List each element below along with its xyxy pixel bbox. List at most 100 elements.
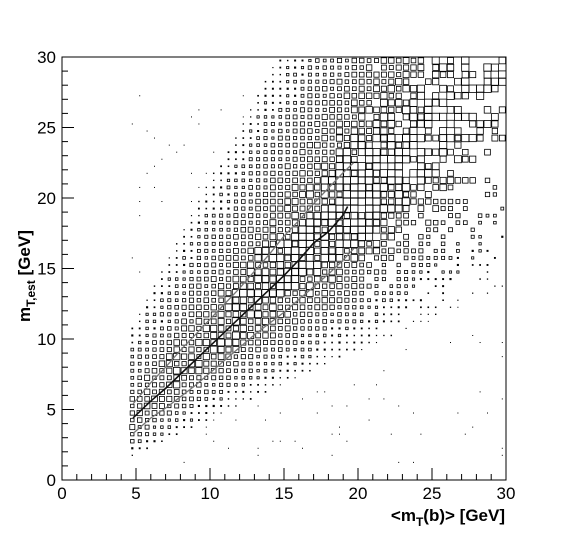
histogram-box [446,176,455,185]
histogram-box [300,347,305,352]
histogram-box [145,347,149,352]
histogram-box [292,312,298,317]
histogram-box [256,115,260,119]
histogram-box [269,275,277,283]
histogram-box [329,240,336,247]
histogram-box [160,298,164,302]
histogram-box [381,226,387,233]
histogram-box [175,277,179,281]
histogram-box [248,234,254,240]
histogram-box [455,213,461,219]
histogram-box [168,433,171,436]
histogram-box [447,184,454,191]
histogram-box [189,290,194,296]
histogram-box [292,164,298,169]
histogram-box [210,318,217,325]
histogram-box [191,201,192,203]
histogram-box [255,227,261,233]
histogram-box [204,248,209,253]
histogram-box [322,142,328,148]
histogram-box [168,144,170,146]
histogram-box [307,107,313,113]
histogram-box [365,106,373,114]
histogram-box [138,320,141,323]
histogram-box [381,262,386,268]
histogram-box [321,226,328,233]
histogram-box [241,192,246,197]
histogram-box [335,134,344,142]
histogram-box [183,235,185,238]
histogram-box [315,340,320,345]
histogram-box [359,298,364,303]
histogram-box [396,72,402,78]
histogram-box [277,318,284,325]
histogram-box [254,254,262,262]
histogram-box [484,148,491,156]
histogram-box [249,129,253,133]
histogram-box [420,313,422,315]
histogram-box [380,233,388,241]
histogram-box [158,388,165,395]
histogram-box [232,261,239,268]
histogram-box [351,65,357,71]
histogram-box [314,121,321,127]
histogram-box [212,186,215,189]
histogram-box [402,85,410,93]
histogram-box [232,303,240,312]
histogram-box [137,432,142,437]
histogram-box [211,262,217,268]
histogram-box [263,213,268,218]
histogram-box [315,319,320,324]
histogram-box [462,199,468,204]
histogram-box [321,128,328,135]
histogram-box [153,327,156,330]
histogram-box [158,396,165,402]
histogram-box [189,242,194,246]
histogram-box [352,319,357,324]
histogram-box [241,368,246,373]
histogram-box [300,340,305,345]
histogram-box [219,263,223,267]
histogram-box [396,284,401,289]
histogram-box [365,64,373,71]
histogram-box [242,158,245,161]
histogram-box [262,191,269,198]
histogram-box [263,340,268,346]
histogram-box [138,447,141,450]
histogram-box [261,268,270,276]
histogram-box [472,334,474,336]
histogram-box [195,338,203,347]
histogram-box [220,165,222,168]
histogram-box [167,425,172,429]
histogram-box [307,311,313,317]
histogram-box [204,256,208,260]
histogram-box [285,107,290,112]
histogram-box [292,191,298,198]
x-axis-title-main: <m [391,506,416,525]
histogram-box [398,405,400,407]
histogram-box [285,135,291,141]
histogram-box [307,79,312,84]
histogram-box [364,169,374,178]
histogram-box [137,439,142,444]
histogram-box [322,58,327,63]
histogram-box [395,219,402,226]
histogram-box [145,333,149,338]
histogram-box [182,411,186,415]
histogram-box [329,121,335,127]
histogram-box [279,94,282,97]
histogram-box [344,65,349,70]
histogram-boxes [129,56,507,463]
histogram-box [315,290,320,296]
histogram-box [380,120,388,128]
histogram-box [226,178,231,182]
histogram-box [248,199,253,204]
histogram-box [176,250,178,252]
histogram-box [278,347,283,352]
histogram-box [314,156,321,162]
histogram-box [248,157,253,162]
histogram-box [346,440,348,442]
histogram-box [373,92,380,99]
histogram-box [248,361,253,366]
histogram-box [137,417,143,423]
